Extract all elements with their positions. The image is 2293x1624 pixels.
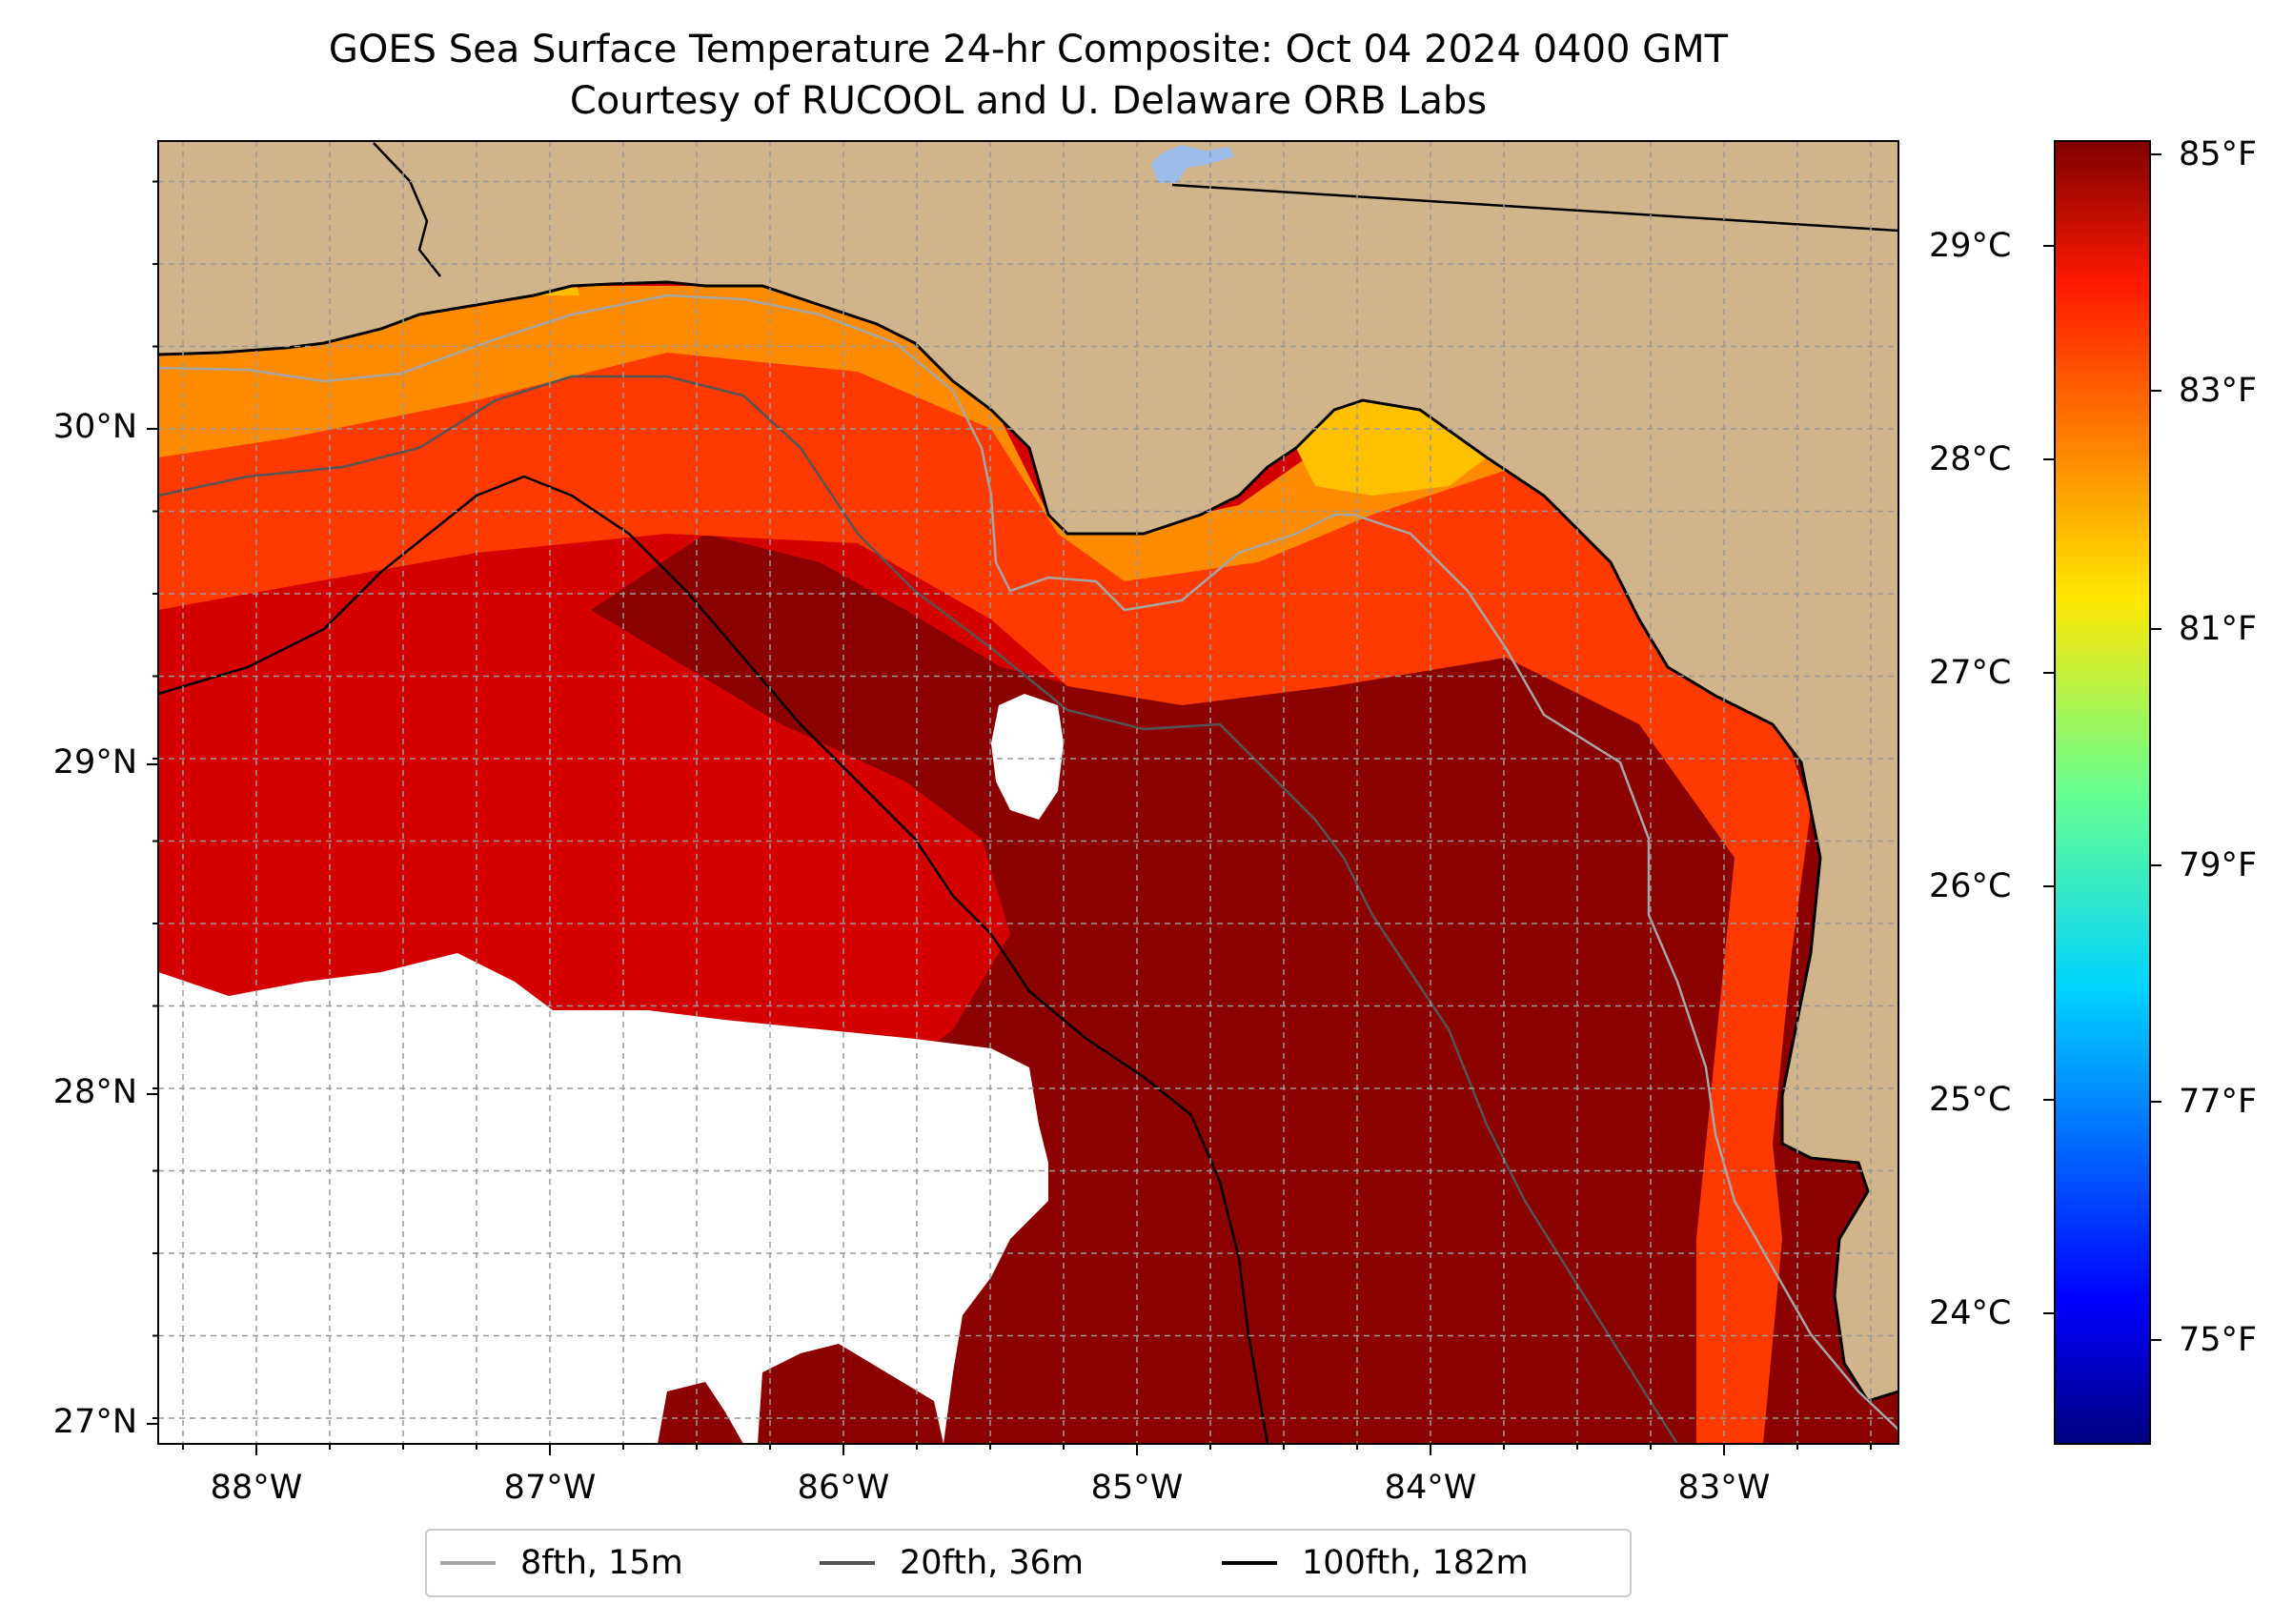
- lat-label-30: 30°N: [52, 408, 137, 446]
- coastline: [158, 280, 1898, 1403]
- isobath-20-fathom: [158, 375, 1679, 1444]
- colorbar-fahrenheit-75: 75°F: [2179, 1321, 2258, 1359]
- state-border: [373, 142, 441, 277]
- sst-nearshore-band: [158, 286, 1811, 1444]
- isobath-legend: 8fth, 15m 20fth, 36m 100fth, 182m: [425, 1529, 1632, 1597]
- colorbar-celsius-26: 26°C: [1929, 867, 2012, 905]
- legend-line-20fth: [820, 1561, 875, 1565]
- colorbar: [2054, 140, 2151, 1445]
- colorbar-ticks: [2043, 153, 2161, 1341]
- colorbar-fahrenheit-81: 81°F: [2179, 610, 2258, 648]
- colorbar-fahrenheit-83: 83°F: [2179, 372, 2258, 410]
- colorbar-celsius-27: 27°C: [1929, 654, 2012, 692]
- legend-label-8fth: 8fth, 15m: [520, 1544, 683, 1582]
- legend-label-20fth: 20fth, 36m: [900, 1544, 1085, 1582]
- lon-label-85: 85°W: [1090, 1469, 1184, 1507]
- colorbar-fahrenheit-85: 85°F: [2179, 135, 2258, 173]
- no-data-region-south: [158, 953, 1048, 1444]
- colorbar-celsius-25: 25°C: [1929, 1081, 2012, 1119]
- lon-label-86: 86°W: [797, 1469, 890, 1507]
- isobath-100-fathom: [158, 475, 1269, 1444]
- legend-label-100fth: 100fth, 182m: [1302, 1544, 1529, 1582]
- lon-label-88: 88°W: [210, 1469, 303, 1507]
- map-gridlines: [158, 141, 1898, 1444]
- lon-label-83: 83°W: [1677, 1469, 1771, 1507]
- lat-label-27: 27°N: [52, 1403, 137, 1441]
- legend-line-100fth: [1222, 1561, 1277, 1565]
- colorbar-celsius-28: 28°C: [1929, 440, 2012, 478]
- lat-label-29: 29°N: [52, 743, 137, 782]
- map-area: [158, 141, 1898, 1444]
- map-axis-ticks: [147, 180, 1872, 1455]
- legend-item-8fth: 8fth, 15m: [440, 1531, 683, 1595]
- lon-label-87: 87°W: [503, 1469, 597, 1507]
- map-subtitle: Courtesy of RUCOOL and U. Delaware ORB L…: [569, 79, 1488, 123]
- lon-label-84: 84°W: [1384, 1469, 1477, 1507]
- legend-line-8fth: [440, 1561, 496, 1565]
- no-data-patch: [991, 694, 1064, 820]
- colorbar-fahrenheit-77: 77°F: [2179, 1083, 2258, 1121]
- map-frame: [157, 140, 1899, 1445]
- legend-item-20fth: 20fth, 36m: [820, 1531, 1084, 1595]
- lat-label-28: 28°N: [52, 1073, 137, 1111]
- map-title: GOES Sea Surface Temperature 24-hr Compo…: [328, 28, 1729, 71]
- colorbar-fahrenheit-79: 79°F: [2179, 846, 2258, 884]
- sst-coastal-band: [158, 286, 1544, 581]
- state-border: [1171, 183, 1898, 233]
- colorbar-celsius-24: 24°C: [1929, 1294, 2012, 1332]
- legend-item-100fth: 100fth, 182m: [1222, 1531, 1529, 1595]
- lake: [1151, 145, 1234, 183]
- colorbar-celsius-29: 29°C: [1929, 227, 2012, 265]
